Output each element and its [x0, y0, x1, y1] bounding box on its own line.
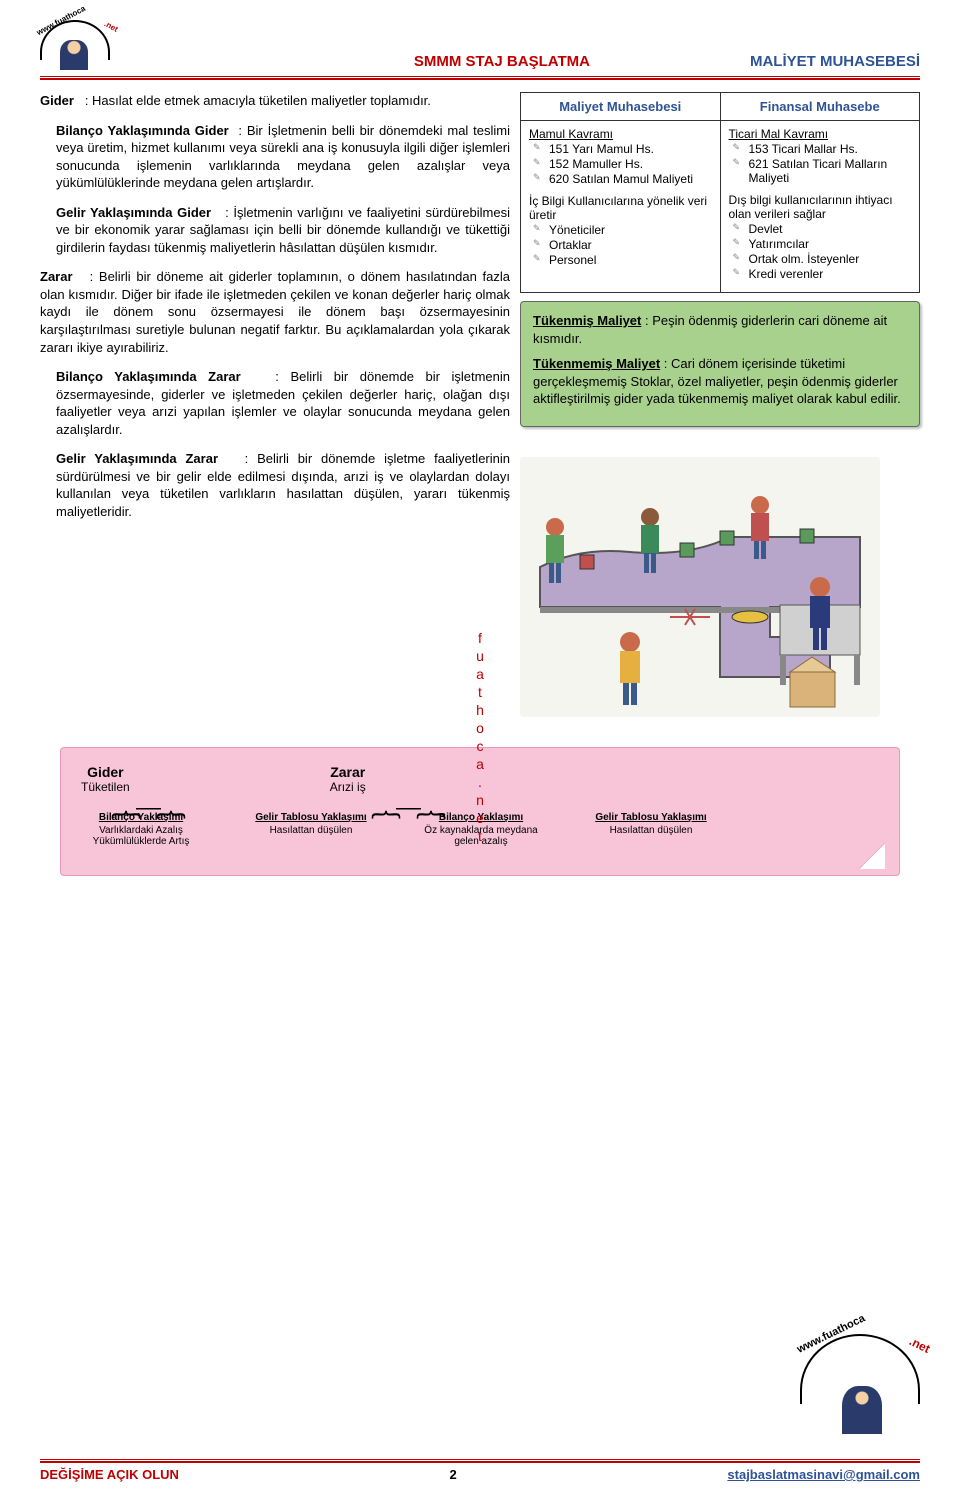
comparison-table: Maliyet Muhasebesi Finansal Muhasebe Mam… [520, 92, 920, 293]
page-number: 2 [450, 1467, 457, 1482]
main-text-column: Gider : Hasılat elde etmek amacıyla tüke… [40, 92, 510, 717]
table-col1-title: Maliyet Muhasebesi [521, 93, 721, 121]
definitions-callout: Tükenmiş Maliyet : Peşin ödenmiş giderle… [520, 301, 920, 427]
header-title-right: MALİYET MUHASEBESİ [750, 53, 920, 70]
header-title-left: SMMM STAJ BAŞLATMA [414, 53, 590, 70]
footer-left: DEĞİŞİME AÇIK OLUN [40, 1467, 179, 1482]
production-line-illustration [520, 457, 880, 717]
logo-bottom: www.fuathoca .net [800, 1334, 920, 1434]
footer-email[interactable]: stajbaslatmasinavi@gmail.com [727, 1467, 920, 1482]
logo-top: www.fuathoca .net [40, 20, 110, 70]
table-col2-title: Finansal Muhasebe [721, 93, 920, 121]
watermark: fuathoca.net [472, 630, 488, 846]
